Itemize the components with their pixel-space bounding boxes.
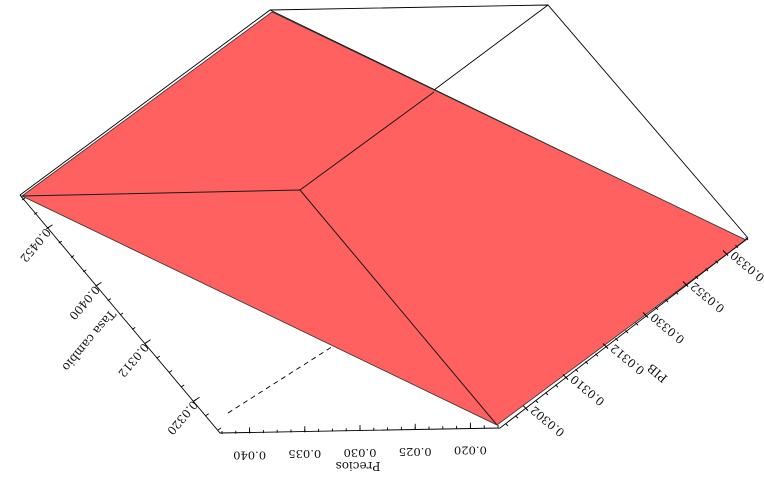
tasa-cambio-minor-tick xyxy=(132,327,136,330)
pib-minor-tick xyxy=(605,345,609,349)
pib-minor-tick xyxy=(575,368,579,373)
pib-minor-tick xyxy=(515,415,519,419)
pib-minor-tick xyxy=(675,291,679,295)
tasa-cambio-minor-tick xyxy=(144,341,148,345)
pib-minor-tick xyxy=(705,268,709,272)
pib-minor-tick xyxy=(625,330,629,334)
pib-minor-tick xyxy=(535,399,539,404)
pib-tick-label: 0.0310 xyxy=(568,372,608,409)
precios-tick-label: 0.030 xyxy=(344,446,377,460)
tasa-cambio-minor-tick xyxy=(217,427,222,431)
pib-tick-label: 0.0330 xyxy=(648,310,688,347)
pib-minor-tick xyxy=(725,252,729,256)
tasa-cambio-minor-tick xyxy=(58,240,62,244)
tasa-cambio-minor-tick xyxy=(205,413,209,416)
tasa-cambio-minor-tick xyxy=(119,312,124,316)
pib-axis-title: PIB xyxy=(645,361,671,386)
tasa-cambio-axis-title: Tasa cambio xyxy=(59,307,118,374)
pib-minor-tick xyxy=(555,384,559,388)
box-top-edge xyxy=(19,4,749,239)
pib-minor-tick xyxy=(695,275,699,280)
tasa-cambio-minor-tick xyxy=(181,384,185,388)
pib-minor-tick xyxy=(635,322,639,326)
tasa-cambio-minor-tick xyxy=(83,269,87,273)
pib-tick-label: 0.0330 xyxy=(728,248,764,285)
pib-minor-tick xyxy=(645,314,649,318)
surface-facet-top xyxy=(22,12,746,425)
pib-minor-tick xyxy=(735,244,739,249)
surface-facet-left xyxy=(22,190,497,425)
precios-tick-label: 0.025 xyxy=(399,445,432,459)
precios-tick-label: 0.040 xyxy=(233,448,266,462)
pib-minor-tick xyxy=(595,353,599,357)
pib-minor-tick xyxy=(655,306,659,311)
pib-minor-tick xyxy=(585,361,589,365)
tasa-cambio-minor-tick xyxy=(168,370,173,373)
tasa-cambio-minor-tick xyxy=(193,398,197,402)
pib-tick-label: 0.0312 xyxy=(608,341,648,378)
pib-tick-label: 0.0302 xyxy=(528,403,568,440)
tasa-cambio-tick-label: 0.0452 xyxy=(17,225,54,265)
precios-tick-label: 0.020 xyxy=(454,444,487,458)
tasa-cambio-tick-label: 0.0312 xyxy=(115,340,152,380)
pib-minor-tick xyxy=(545,392,549,396)
tasa-cambio-minor-tick xyxy=(95,283,99,287)
pib-tick-label: 0.0352 xyxy=(688,279,728,316)
pib-minor-tick xyxy=(715,260,719,264)
tasa-cambio-tick-label: 0.0400 xyxy=(66,283,103,323)
tasa-cambio-minor-tick xyxy=(34,212,38,215)
pib-minor-tick xyxy=(525,407,529,411)
precios-axis-title: Precios xyxy=(336,459,381,473)
precios-tick-label: 0.035 xyxy=(288,447,321,461)
tasa-cambio-minor-tick xyxy=(46,226,50,230)
tasa-cambio-minor-tick xyxy=(156,355,160,359)
tasa-cambio-minor-tick xyxy=(70,255,75,258)
tasa-cambio-tick-label: 0.0320 xyxy=(164,398,201,438)
axis-ticks xyxy=(21,197,749,434)
pib-minor-tick xyxy=(505,423,509,427)
surface xyxy=(21,11,747,426)
pib-minor-tick xyxy=(685,283,689,287)
surface-mesh-line-2 xyxy=(299,91,435,191)
pib-minor-tick xyxy=(745,237,749,241)
tasa-cambio-minor-tick xyxy=(21,197,26,201)
pib-minor-tick xyxy=(665,299,669,303)
tasa-cambio-minor-tick xyxy=(107,298,111,301)
pib-minor-tick xyxy=(565,376,569,380)
pib-minor-tick xyxy=(615,337,619,342)
